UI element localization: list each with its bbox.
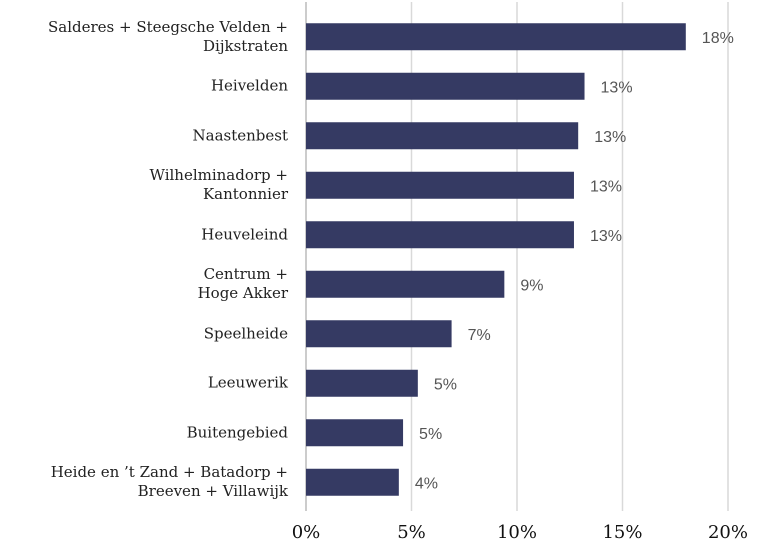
value-label: 18% (702, 30, 734, 47)
bar (306, 23, 686, 51)
y-tick-label: Salderes + Steegsche Velden + Dijkstrate… (47, 17, 288, 55)
y-tick-label: Heuveleind (201, 225, 288, 244)
y-tick-label: Centrum + Hoge Akker (197, 265, 288, 303)
value-label: 13% (594, 129, 626, 146)
bar (306, 171, 574, 199)
bar (306, 320, 452, 348)
value-label: 13% (590, 178, 622, 195)
value-label: 9% (520, 277, 543, 294)
value-label: 7% (468, 327, 491, 344)
bar (306, 122, 579, 150)
x-tick-label: 10% (497, 522, 537, 542)
y-tick-label: Heide en ’t Zand + Batadorp + Breeven + … (50, 463, 288, 501)
x-tick-label: 20% (708, 522, 748, 542)
bar (306, 72, 585, 100)
y-tick-label: Naastenbest (192, 126, 288, 145)
y-tick-label: Buitengebied (186, 423, 288, 442)
bar (306, 419, 404, 447)
y-tick-label: Leeuwerik (207, 373, 288, 392)
value-label: 13% (590, 228, 622, 245)
value-label: 5% (419, 426, 442, 443)
value-label: 5% (434, 376, 457, 393)
value-label: 4% (415, 475, 438, 492)
bar (306, 369, 418, 397)
bar (306, 221, 574, 249)
y-tick-label: Wilhelminadorp + Kantonnier (149, 166, 288, 204)
x-tick-label: 5% (397, 522, 426, 542)
y-tick-label: Speelheide (203, 324, 288, 343)
bar (306, 270, 505, 298)
x-tick-label: 0% (292, 522, 321, 542)
x-tick-label: 15% (602, 522, 642, 542)
value-label: 13% (601, 79, 633, 96)
y-tick-label: Heivelden (210, 76, 288, 95)
bar (306, 468, 399, 496)
